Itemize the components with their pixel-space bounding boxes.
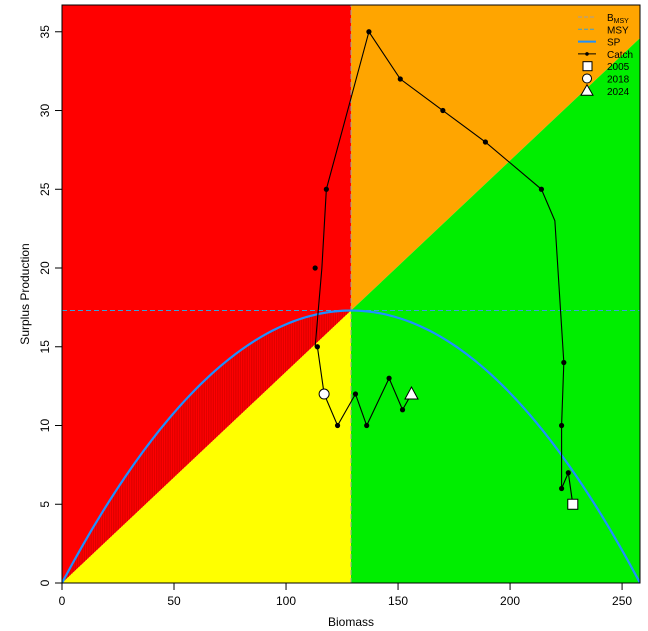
catch-point	[366, 29, 372, 35]
x-tick-label: 100	[276, 594, 296, 608]
production-curve-layer	[62, 309, 640, 583]
legend-item-y2018: 2018	[582, 73, 630, 86]
x-tick-label: 200	[500, 594, 520, 608]
catch-point	[440, 107, 446, 114]
catch-point	[397, 76, 403, 82]
y-axis-label: Surplus Production	[18, 243, 32, 344]
y-tick-label: 30	[38, 104, 52, 118]
x-axis: 0 50 100 150 200 250	[59, 582, 632, 608]
catch-point	[314, 344, 320, 350]
legend-item-sp: SP	[578, 38, 621, 49]
legend-swatch	[580, 83, 594, 96]
y-tick-label: 0	[38, 579, 52, 586]
catch-point	[364, 422, 370, 429]
catch-point	[561, 359, 567, 366]
y-tick-label: 20	[38, 261, 52, 275]
year-markers-layer	[318, 385, 579, 510]
catch-point	[323, 186, 329, 192]
legend-label: 2024	[607, 87, 630, 98]
marker-2024	[404, 385, 419, 400]
catch-point	[565, 470, 571, 476]
hatch-layer	[62, 310, 351, 582]
y-tick-label: 35	[38, 25, 52, 39]
legend-label: MSY	[607, 25, 629, 36]
y-tick-label: 25	[38, 182, 52, 196]
catch-trajectory-layer	[312, 29, 574, 505]
legend-label-subscript: MSY	[614, 18, 630, 25]
legend-swatch-dot	[585, 52, 589, 56]
catch-point	[399, 407, 406, 413]
catch-point	[538, 186, 545, 192]
catch-point	[352, 391, 359, 397]
catch-point	[558, 485, 565, 492]
x-axis-label: Biomass	[328, 615, 374, 629]
marker-2005	[567, 498, 579, 510]
surplus-production-curve	[62, 309, 640, 583]
catch-point	[386, 375, 392, 381]
x-tick-label: 0	[59, 594, 66, 608]
catch-line	[314, 30, 574, 505]
legend-swatch	[582, 61, 593, 72]
legend-label: SP	[607, 38, 621, 49]
catch-point	[482, 139, 489, 145]
marker-2018	[318, 388, 330, 400]
legend-item-catch: Catch	[578, 50, 633, 61]
legend-item-y2005: 2005	[582, 61, 630, 73]
y-tick-label: 5	[38, 501, 52, 508]
legend-label: 2018	[607, 75, 630, 86]
legend-label: 2005	[607, 62, 630, 73]
legend-label: Catch	[607, 50, 633, 61]
legend-item-msy: MSY	[578, 25, 629, 36]
legend-item-y2024: 2024	[580, 83, 630, 98]
y-tick-label: 10	[38, 419, 52, 433]
y-tick-label: 15	[38, 340, 52, 354]
orange-zone	[351, 5, 640, 311]
catch-point	[312, 265, 318, 271]
x-tick-label: 250	[612, 594, 632, 608]
yellow-zone	[62, 310, 351, 583]
y-axis: 0 5 10 15 20 25 30 35	[38, 25, 63, 586]
red-zone	[62, 5, 351, 583]
catch-point	[334, 422, 341, 429]
x-tick-label: 150	[388, 594, 408, 608]
catch-point	[558, 422, 565, 429]
x-tick-label: 50	[167, 594, 181, 608]
legend-swatch	[582, 73, 592, 84]
